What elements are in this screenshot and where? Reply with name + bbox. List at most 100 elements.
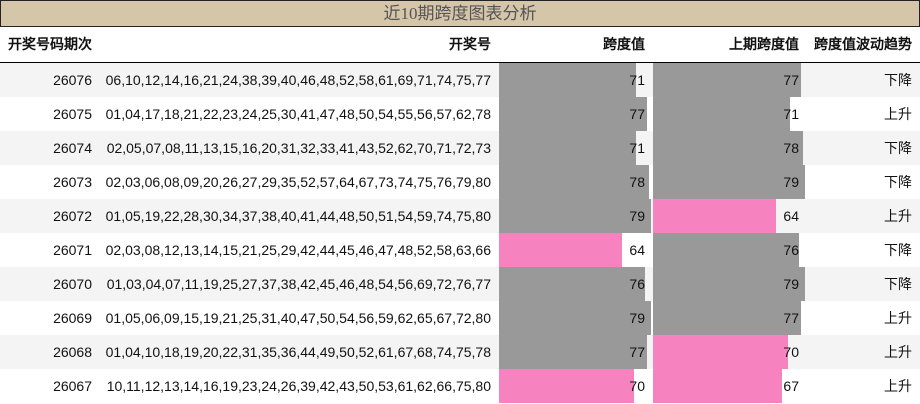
header-row: 开奖号码期次 开奖号 跨度值 上期跨度值 跨度值波动趋势 bbox=[0, 27, 920, 63]
table-row: 26073 02,03,06,08,09,20,26,27,29,35,52,57… bbox=[0, 164, 920, 199]
span-bar bbox=[499, 368, 634, 403]
span-bar bbox=[653, 266, 806, 301]
issue-cell: 26076 bbox=[0, 62, 100, 97]
trend-cell: 下降 bbox=[807, 130, 920, 165]
span-cell: 79 bbox=[499, 300, 653, 335]
span-bar bbox=[499, 334, 648, 369]
issue-cell: 26072 bbox=[0, 198, 100, 233]
span-bar bbox=[653, 96, 790, 131]
numbers-cell: 01,04,10,18,19,20,22,31,35,36,44,49,50,5… bbox=[100, 334, 499, 369]
issue-cell: 26069 bbox=[53, 309, 92, 326]
span-value: 77 bbox=[629, 343, 645, 360]
table-row: 26067 10,11,12,13,14,16,19,23,24,26,39,42… bbox=[0, 368, 920, 403]
span-bar bbox=[499, 266, 646, 301]
span-value: 79 bbox=[783, 173, 799, 190]
span-value: 67 bbox=[783, 377, 799, 394]
prev-span-cell: 67 bbox=[653, 368, 807, 403]
span-cell: 77 bbox=[499, 334, 653, 369]
span-bar bbox=[499, 130, 636, 165]
span-value: 70 bbox=[783, 343, 799, 360]
span-bar bbox=[499, 164, 650, 199]
page-title: 近10期跨度图表分析 bbox=[0, 0, 920, 27]
header-trend: 跨度值波动趋势 bbox=[807, 27, 920, 63]
prev-span-cell: 71 bbox=[653, 96, 807, 131]
header-numbers: 开奖号 bbox=[100, 27, 499, 63]
issue-cell: 26071 bbox=[53, 241, 92, 258]
span-bar bbox=[499, 96, 648, 131]
prev-span-cell: 77 bbox=[653, 300, 807, 335]
numbers-cell: 02,03,08,12,13,14,15,21,25,29,42,44,45,4… bbox=[105, 241, 491, 258]
prev-span-cell: 79 bbox=[653, 164, 807, 199]
table-row: 26070 01,03,04,07,11,19,25,27,37,38,42,45… bbox=[0, 266, 920, 301]
issue-cell: 26068 bbox=[0, 334, 100, 369]
numbers-cell: 01,05,06,09,15,19,21,25,31,40,47,50,54,5… bbox=[105, 309, 491, 326]
prev-span-cell: 77 bbox=[653, 62, 807, 97]
span-value: 77 bbox=[783, 71, 799, 88]
span-bar bbox=[499, 198, 652, 233]
span-value: 79 bbox=[629, 207, 645, 224]
span-bar bbox=[653, 198, 777, 233]
trend-cell: 下降 bbox=[807, 266, 920, 301]
numbers-cell: 02,05,07,08,11,13,15,16,20,31,32,33,41,4… bbox=[100, 130, 499, 165]
prev-span-cell: 78 bbox=[653, 130, 807, 165]
span-value: 78 bbox=[783, 139, 799, 156]
header-span: 跨度值 bbox=[499, 27, 653, 63]
header-prev-span: 上期跨度值 bbox=[653, 27, 807, 63]
span-value: 71 bbox=[629, 139, 645, 156]
span-value: 64 bbox=[629, 241, 645, 258]
prev-span-cell: 79 bbox=[653, 266, 807, 301]
span-value: 71 bbox=[783, 105, 799, 122]
span-bar bbox=[653, 232, 800, 267]
table-row: 26069 01,05,06,09,15,19,21,25,31,40,47,50… bbox=[0, 300, 920, 335]
table-row: 26075 01,04,17,18,21,22,23,24,25,30,41,47… bbox=[0, 96, 920, 131]
span-cell: 71 bbox=[499, 62, 653, 97]
table-row: 26071 02,03,08,12,13,14,15,21,25,29,42,44… bbox=[0, 232, 920, 267]
span-bar bbox=[499, 232, 623, 267]
numbers-cell: 02,03,06,08,09,20,26,27,29,35,52,57,64,6… bbox=[105, 173, 491, 190]
span-value: 76 bbox=[629, 275, 645, 292]
numbers-cell: 01,03,04,07,11,19,25,27,37,38,42,45,46,4… bbox=[100, 266, 499, 301]
table-row: 26068 01,04,10,18,19,20,22,31,35,36,44,49… bbox=[0, 334, 920, 369]
span-value: 76 bbox=[783, 241, 799, 258]
span-value: 70 bbox=[629, 377, 645, 394]
trend-cell: 上升 bbox=[884, 309, 912, 326]
issue-cell: 26075 bbox=[53, 105, 92, 122]
numbers-cell: 06,10,12,14,16,21,24,38,39,40,46,48,52,5… bbox=[100, 62, 499, 97]
trend-cell: 上升 bbox=[884, 377, 912, 394]
trend-cell: 上升 bbox=[807, 334, 920, 369]
span-cell: 78 bbox=[499, 164, 653, 199]
span-cell: 77 bbox=[499, 96, 653, 131]
span-cell: 76 bbox=[499, 266, 653, 301]
trend-cell: 上升 bbox=[884, 105, 912, 122]
span-bar bbox=[653, 62, 802, 97]
numbers-cell: 01,05,19,22,28,30,34,37,38,40,41,44,48,5… bbox=[100, 198, 499, 233]
span-cell: 64 bbox=[499, 232, 653, 267]
span-bar bbox=[653, 164, 806, 199]
prev-span-cell: 76 bbox=[653, 232, 807, 267]
prev-span-cell: 70 bbox=[653, 334, 807, 369]
span-value: 79 bbox=[629, 309, 645, 326]
span-value: 77 bbox=[629, 105, 645, 122]
issue-cell: 26067 bbox=[53, 377, 92, 394]
span-bar bbox=[653, 334, 788, 369]
span-value: 77 bbox=[783, 309, 799, 326]
trend-cell: 下降 bbox=[884, 241, 912, 258]
table-row: 26072 01,05,19,22,28,30,34,37,38,40,41,44… bbox=[0, 198, 920, 233]
span-value: 79 bbox=[783, 275, 799, 292]
issue-cell: 26074 bbox=[0, 130, 100, 165]
trend-cell: 下降 bbox=[807, 62, 920, 97]
span-cell: 79 bbox=[499, 198, 653, 233]
span-cell: 70 bbox=[499, 368, 653, 403]
span-bar bbox=[499, 62, 636, 97]
span-table: 开奖号码期次 开奖号 跨度值 上期跨度值 跨度值波动趋势 26076 06,10,… bbox=[0, 27, 920, 403]
table-row: 26074 02,05,07,08,11,13,15,16,20,31,32,33… bbox=[0, 130, 920, 165]
span-bar bbox=[499, 300, 652, 335]
trend-cell: 上升 bbox=[807, 198, 920, 233]
table-row: 26076 06,10,12,14,16,21,24,38,39,40,46,48… bbox=[0, 62, 920, 97]
span-value: 78 bbox=[629, 173, 645, 190]
prev-span-cell: 64 bbox=[653, 198, 807, 233]
span-value: 64 bbox=[783, 207, 799, 224]
header-issue: 开奖号码期次 bbox=[0, 27, 100, 63]
span-bar bbox=[653, 130, 804, 165]
issue-cell: 26070 bbox=[0, 266, 100, 301]
